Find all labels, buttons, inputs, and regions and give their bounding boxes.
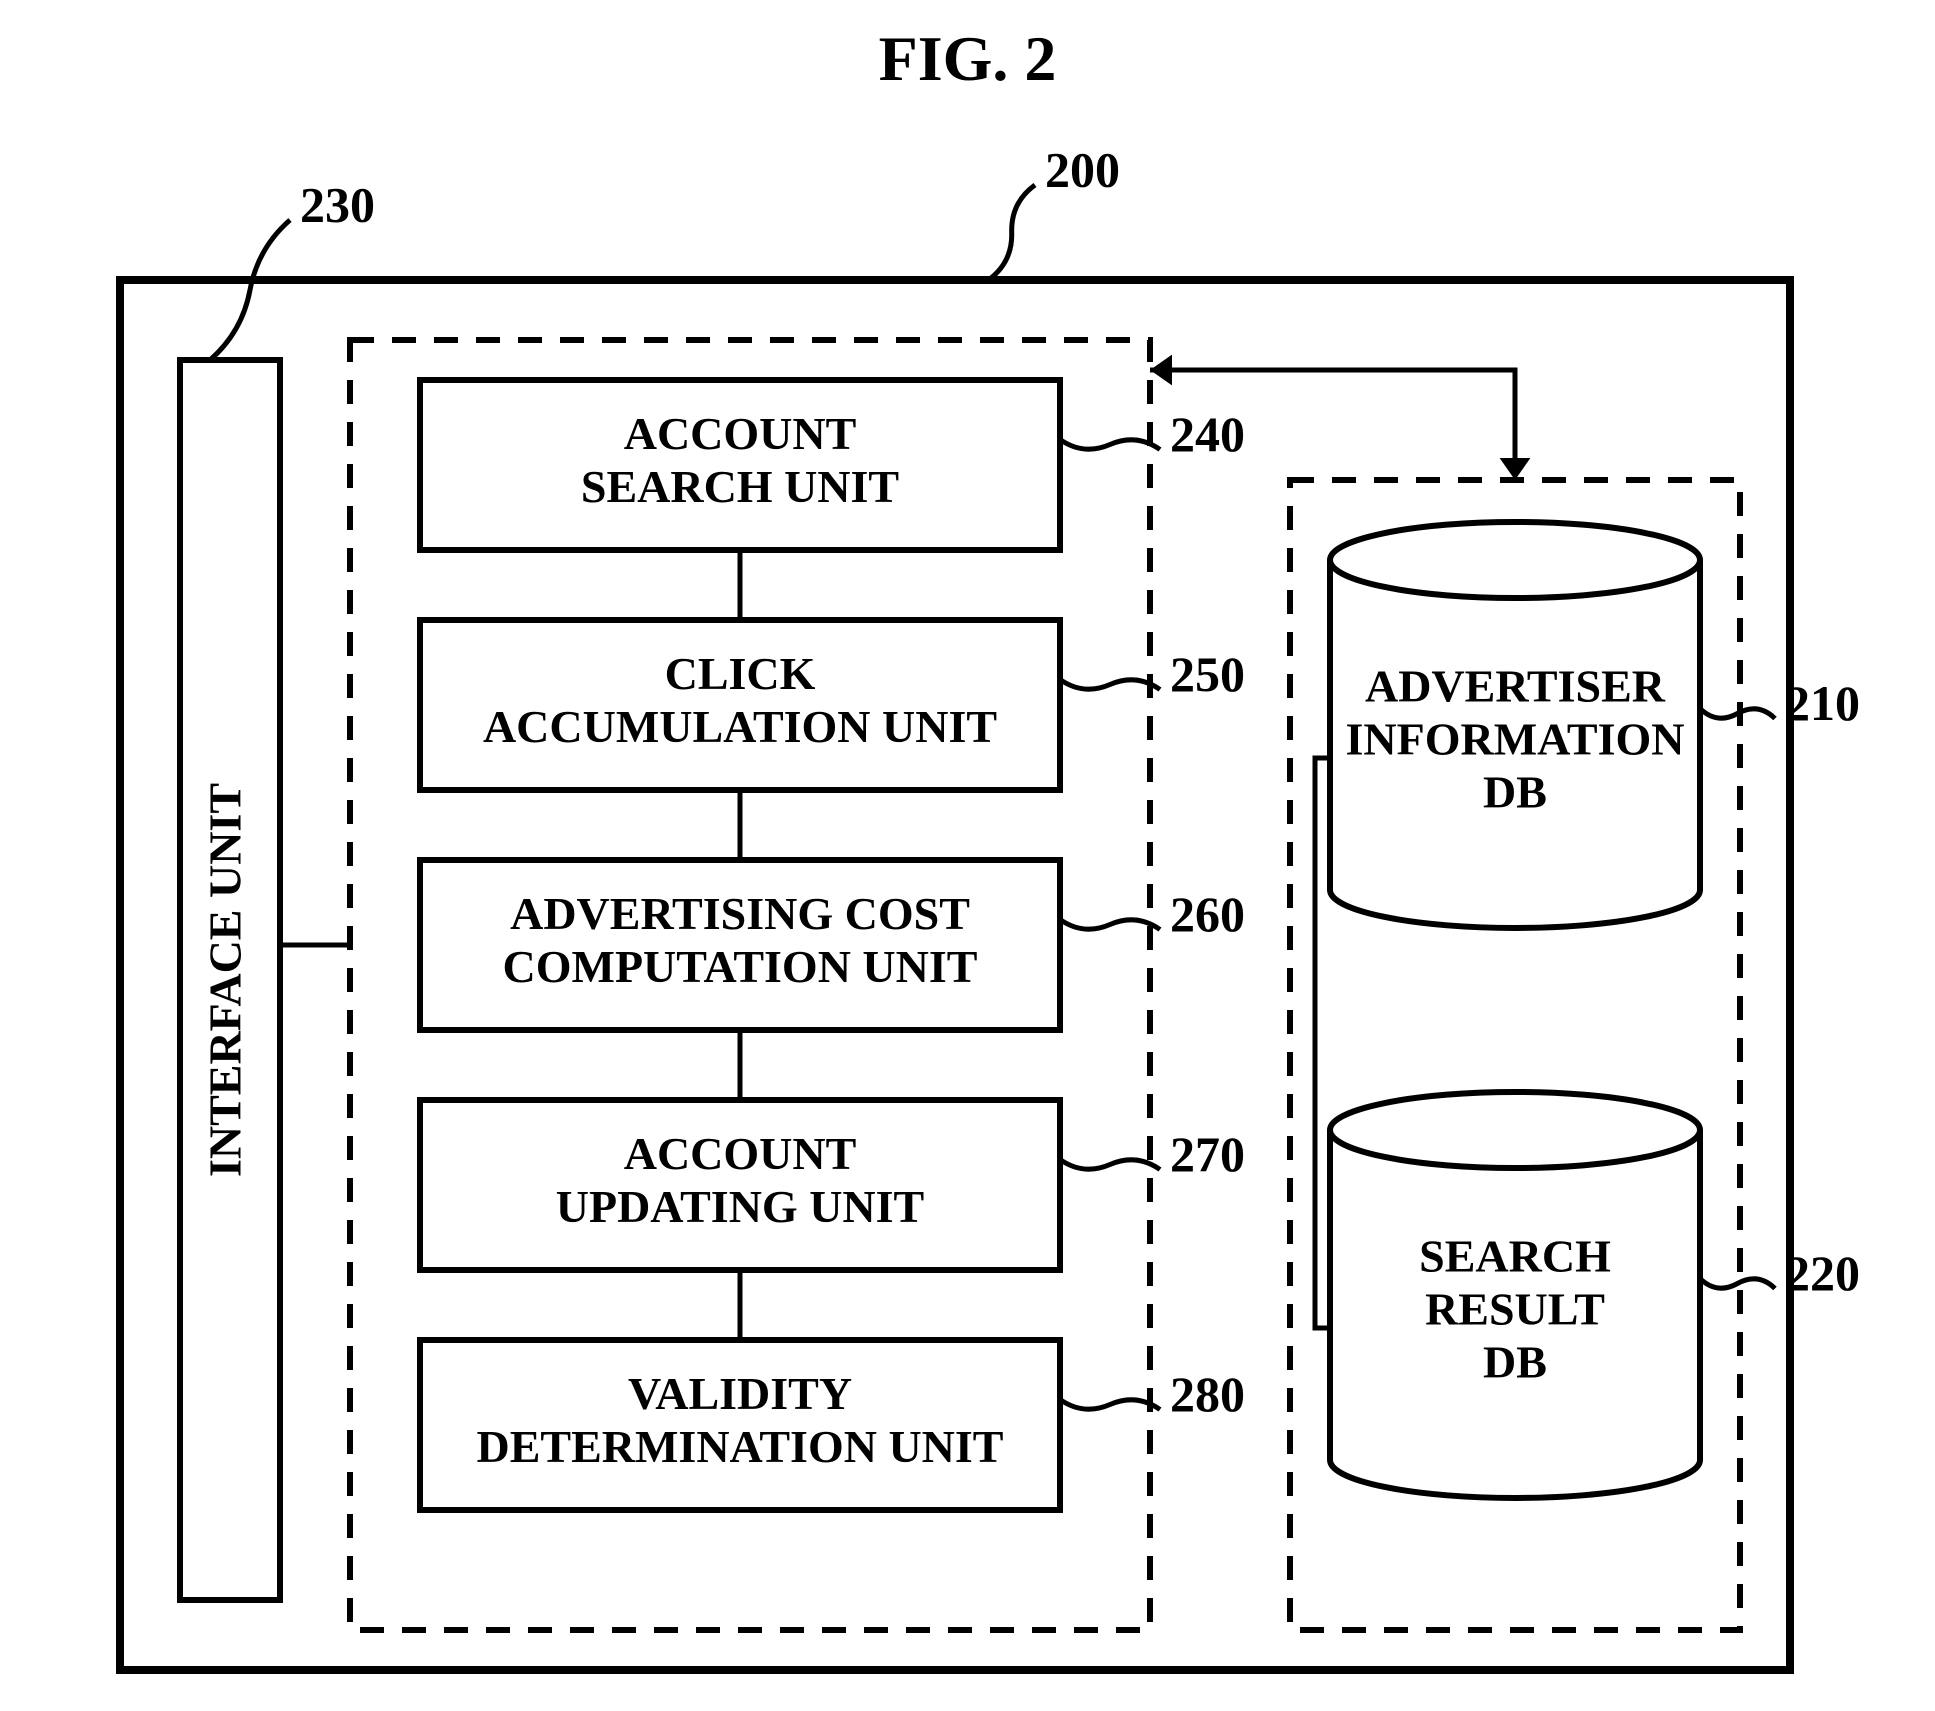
ref-200: 200: [988, 141, 1120, 280]
svg-text:270: 270: [1170, 1126, 1245, 1182]
arrowhead-left-icon: [1150, 355, 1172, 386]
account-update-label-0: ACCOUNT: [624, 1128, 857, 1179]
database-group: [1290, 480, 1740, 1630]
svg-text:260: 260: [1170, 886, 1245, 942]
account-search-label-1: SEARCH UNIT: [581, 461, 899, 512]
click-accum-label-1: ACCUMULATION UNIT: [483, 701, 997, 752]
arrowhead-icon: [1500, 458, 1531, 480]
interface-unit-label: INTERFACE UNIT: [200, 783, 251, 1177]
adv-cost-label-1: COMPUTATION UNIT: [503, 941, 978, 992]
validity-det-label-0: VALIDITY: [628, 1368, 852, 1419]
adv-cost-label-0: ADVERTISING COST: [510, 888, 970, 939]
ref-220: 220: [1700, 1245, 1860, 1301]
search-res-db-cylinder: SEARCHRESULTDB: [1330, 1092, 1700, 1498]
account-search-label-0: ACCOUNT: [624, 408, 857, 459]
adv-info-db-label-2: DB: [1483, 766, 1547, 817]
validity-det-label-1: DETERMINATION UNIT: [477, 1421, 1004, 1472]
search-res-db-label-1: RESULT: [1425, 1284, 1605, 1335]
svg-text:200: 200: [1045, 141, 1120, 197]
figure-title: FIG. 2: [879, 23, 1057, 94]
svg-text:230: 230: [300, 176, 375, 232]
search-res-db-label-2: DB: [1483, 1336, 1547, 1387]
click-accum-label-0: CLICK: [665, 648, 816, 699]
svg-text:240: 240: [1170, 406, 1245, 462]
svg-text:210: 210: [1785, 675, 1860, 731]
adv-info-db-label-1: INFORMATION: [1345, 714, 1684, 765]
figure-diagram: FIG. 2200INTERFACE UNIT230ACCOUNTSEARCH …: [0, 0, 1935, 1711]
ref-230: 230: [210, 176, 375, 360]
svg-text:220: 220: [1785, 1245, 1860, 1301]
svg-text:250: 250: [1170, 646, 1245, 702]
svg-text:280: 280: [1170, 1366, 1245, 1422]
ref-210: 210: [1700, 675, 1860, 731]
search-res-db-label-0: SEARCH: [1419, 1231, 1611, 1282]
adv-info-db-label-0: ADVERTISER: [1365, 661, 1666, 712]
account-update-label-1: UPDATING UNIT: [556, 1181, 924, 1232]
adv-info-db-cylinder: ADVERTISERINFORMATIONDB: [1330, 522, 1700, 928]
